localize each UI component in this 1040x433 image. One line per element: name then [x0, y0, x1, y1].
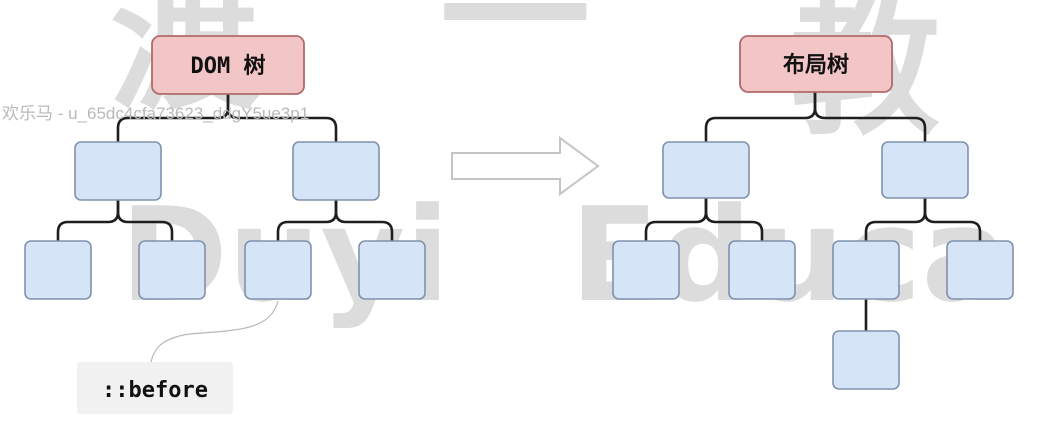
layout-leaf-4	[946, 240, 1014, 300]
dom-tree-root-label: DOM 树	[191, 53, 266, 79]
callout-box	[77, 362, 233, 414]
layout-node-a	[662, 141, 750, 199]
layout-pseudo-box	[832, 330, 900, 390]
watermark-user-line: 欢乐马 - u_65dc4cfa73623_ddgY5ue3p1	[2, 104, 309, 123]
left-tree-nodes: DOM 树	[24, 35, 426, 300]
edge-layout-root-to-right	[813, 90, 927, 144]
dom-leaf-1	[24, 240, 92, 300]
edge-layout-b-to-leaf-4	[923, 196, 982, 243]
pseudo-element-callout: ::before	[77, 300, 279, 414]
dom-tree-root	[151, 35, 305, 95]
dom-leaf-3	[244, 240, 312, 300]
dom-node-b	[292, 141, 380, 201]
dom-node-a	[74, 141, 162, 201]
edge-b-to-leaf-4	[334, 198, 394, 243]
edge-a-to-leaf-2	[116, 198, 174, 243]
dom-leaf-2	[138, 240, 206, 300]
layout-leaf-3	[832, 240, 900, 300]
layout-tree-root	[739, 35, 893, 93]
layout-leaf-1	[612, 240, 680, 300]
watermark-glyph-2: 一	[440, 0, 590, 106]
right-tree-edges	[644, 90, 982, 333]
dom-leaf-4	[358, 240, 426, 300]
callout-connector	[149, 300, 279, 369]
right-tree-nodes: 布局树	[612, 35, 1014, 390]
left-tree-edges	[56, 92, 394, 243]
edge-a-to-leaf-1	[56, 198, 120, 243]
callout-label: ::before	[102, 378, 208, 403]
transform-arrow-icon	[451, 136, 600, 196]
layout-leaf-2	[728, 240, 796, 300]
layout-node-b	[881, 141, 969, 199]
layout-tree-root-label: 布局树	[783, 52, 849, 78]
edge-root-to-right-child	[226, 92, 338, 144]
edge-layout-a-to-leaf-2	[704, 196, 764, 243]
